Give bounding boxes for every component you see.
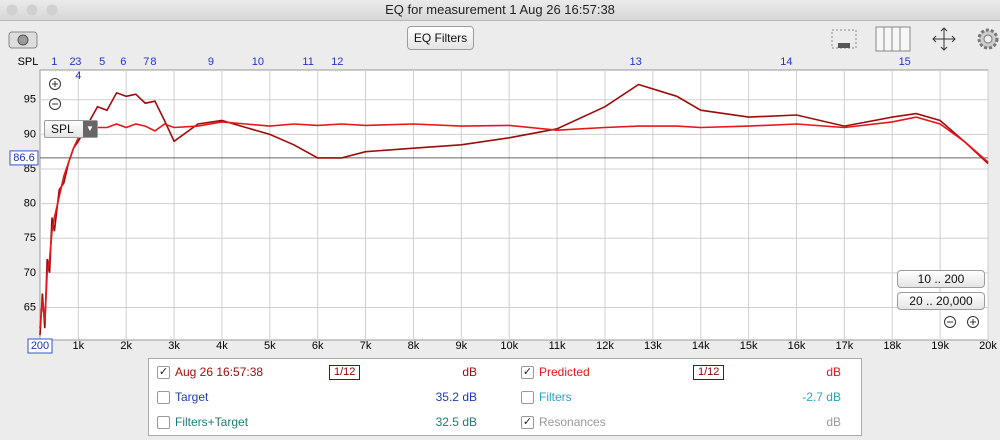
- x-tick-label: 8k: [408, 340, 420, 352]
- y-tick-label: 90: [24, 128, 36, 140]
- range-button[interactable]: 20 .. 20,000: [897, 292, 985, 310]
- legend-value: 35.2 dB: [435, 390, 477, 404]
- x-tick-label: 5k: [264, 340, 276, 352]
- legend-label: Aug 26 16:57:38: [175, 365, 264, 379]
- filter-marker: 13: [629, 56, 641, 68]
- x-tick-label: 14k: [692, 340, 710, 352]
- checkbox[interactable]: ✓: [157, 366, 170, 379]
- legend-label: Target: [175, 390, 209, 404]
- x-tick-label: 13k: [644, 340, 662, 352]
- legend-panel: ✓ Aug 26 16:57:38 1/12 dB ✓ Predicted 1/12 dB Ta…: [148, 358, 862, 436]
- x-tick-label: 4k: [216, 340, 228, 352]
- checkbox[interactable]: [521, 391, 534, 404]
- y-tick-label: 65: [24, 301, 36, 313]
- window-controls[interactable]: [6, 4, 66, 16]
- spl-dropdown[interactable]: SPL ▼: [44, 120, 98, 138]
- y-tick-label: 95: [24, 94, 36, 106]
- filter-marker: 4: [75, 70, 81, 82]
- toolbar-icons[interactable]: [824, 24, 1000, 54]
- dropdown-label: SPL: [51, 122, 74, 136]
- filter-marker: 10: [252, 56, 264, 68]
- filter-marker: 5: [99, 56, 105, 68]
- title-bar: EQ for measurement 1 Aug 26 16:57:38: [0, 0, 1000, 21]
- checkbox[interactable]: ✓: [521, 416, 534, 429]
- y-tick-label: 70: [24, 267, 36, 279]
- range-button[interactable]: 10 .. 200: [897, 270, 985, 288]
- filter-marker: 7: [143, 56, 149, 68]
- x-tick-label: 12k: [596, 340, 614, 352]
- smoothing-control[interactable]: 1/12: [693, 365, 725, 380]
- checkbox[interactable]: [157, 391, 170, 404]
- series-line: [39, 116, 989, 329]
- filter-marker: 2: [69, 56, 75, 68]
- x-tick-label: 16k: [788, 340, 806, 352]
- cursor-x-label: 200: [31, 340, 49, 352]
- x-tick-label: 7k: [360, 340, 372, 352]
- eq-filters-button[interactable]: EQ Filters: [407, 26, 474, 50]
- legend-value: dB: [826, 365, 841, 379]
- legend-value: 32.5 dB: [435, 415, 477, 429]
- x-tick-label: 19k: [931, 340, 949, 352]
- legend-label: Filters: [539, 390, 572, 404]
- camera-icon[interactable]: [8, 28, 38, 50]
- y-axis-label: SPL: [18, 56, 39, 68]
- x-tick-label: 10k: [500, 340, 518, 352]
- filter-marker: 14: [780, 56, 792, 68]
- y-tick-label: 85: [24, 163, 36, 175]
- x-tick-label: 11k: [549, 340, 566, 352]
- plot-area: [39, 69, 989, 341]
- filter-marker: 12: [331, 56, 343, 68]
- dropdown-arrow: ▼: [83, 121, 97, 137]
- checkbox[interactable]: ✓: [521, 366, 534, 379]
- x-tick-label: 6k: [312, 340, 324, 352]
- zoom-controls[interactable]: [49, 78, 979, 328]
- filter-marker: 11: [302, 56, 313, 68]
- x-tick-label: 3k: [168, 340, 180, 352]
- legend-label: Resonances: [539, 415, 606, 429]
- legend-value: dB: [826, 415, 841, 429]
- cursor-box: [27, 338, 53, 354]
- x-tick-label: 1k: [72, 340, 84, 352]
- filter-marker: 8: [150, 56, 156, 68]
- x-tick-label: 18k: [883, 340, 901, 352]
- x-tick-label: 15k: [740, 340, 758, 352]
- legend-value: -2.7 dB: [802, 390, 841, 404]
- x-tick-label: 9k: [456, 340, 468, 352]
- filter-marker: 9: [208, 56, 214, 68]
- x-tick-label: 2k: [120, 340, 132, 352]
- smoothing-control[interactable]: 1/12: [329, 365, 361, 380]
- x-tick-label: 17k: [835, 340, 853, 352]
- y-tick-label: 75: [24, 232, 36, 244]
- cursor-y-label: 86.6: [13, 152, 34, 164]
- legend-value: dB: [462, 365, 477, 379]
- y-tick-label: 80: [24, 198, 36, 210]
- filter-marker: 15: [899, 56, 911, 68]
- cursor-box: [9, 150, 39, 166]
- filter-marker: 6: [120, 56, 126, 68]
- legend-label: Filters+Target: [175, 415, 249, 429]
- filter-marker: 3: [75, 56, 81, 68]
- x-tick-label: 20k: [979, 340, 997, 352]
- filter-marker: 1: [51, 56, 57, 68]
- checkbox[interactable]: [157, 416, 170, 429]
- window-title: EQ for measurement 1 Aug 26 16:57:38: [385, 2, 615, 17]
- legend-label: Predicted: [539, 365, 590, 379]
